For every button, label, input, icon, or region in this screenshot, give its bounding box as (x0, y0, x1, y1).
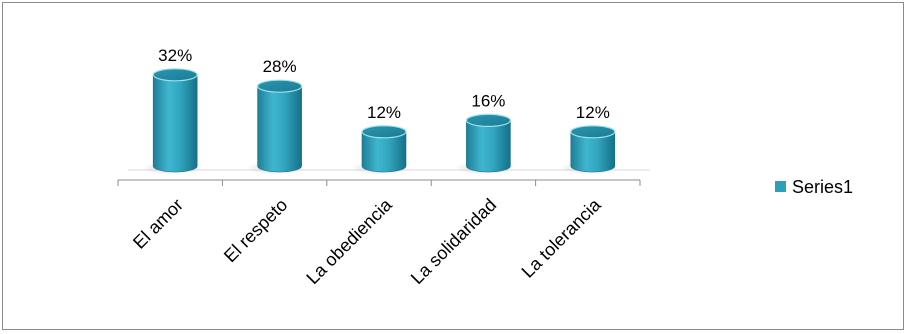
data-label: 32% (158, 46, 192, 65)
bar (466, 120, 511, 173)
bar (570, 131, 616, 173)
bar (152, 74, 198, 173)
bar-top (361, 125, 407, 139)
x-tick-label: La obediencia (302, 194, 396, 288)
data-label: 16% (471, 91, 505, 110)
legend-label: Series1 (792, 177, 853, 197)
bar (361, 131, 407, 173)
bar-top (257, 79, 303, 93)
bar (257, 85, 302, 173)
x-tick-label: El respeto (220, 195, 291, 266)
data-label: 12% (367, 103, 401, 122)
x-tick-label: La solidaridad (407, 195, 500, 288)
bar-top (465, 113, 511, 128)
legend-swatch (775, 181, 786, 192)
x-tick-label: El amor (129, 195, 187, 253)
bar-top (570, 125, 616, 139)
data-label: 12% (576, 103, 610, 122)
x-tick-label: La tolerancia (518, 194, 606, 282)
bar-top (152, 68, 198, 82)
data-label: 28% (263, 57, 297, 76)
